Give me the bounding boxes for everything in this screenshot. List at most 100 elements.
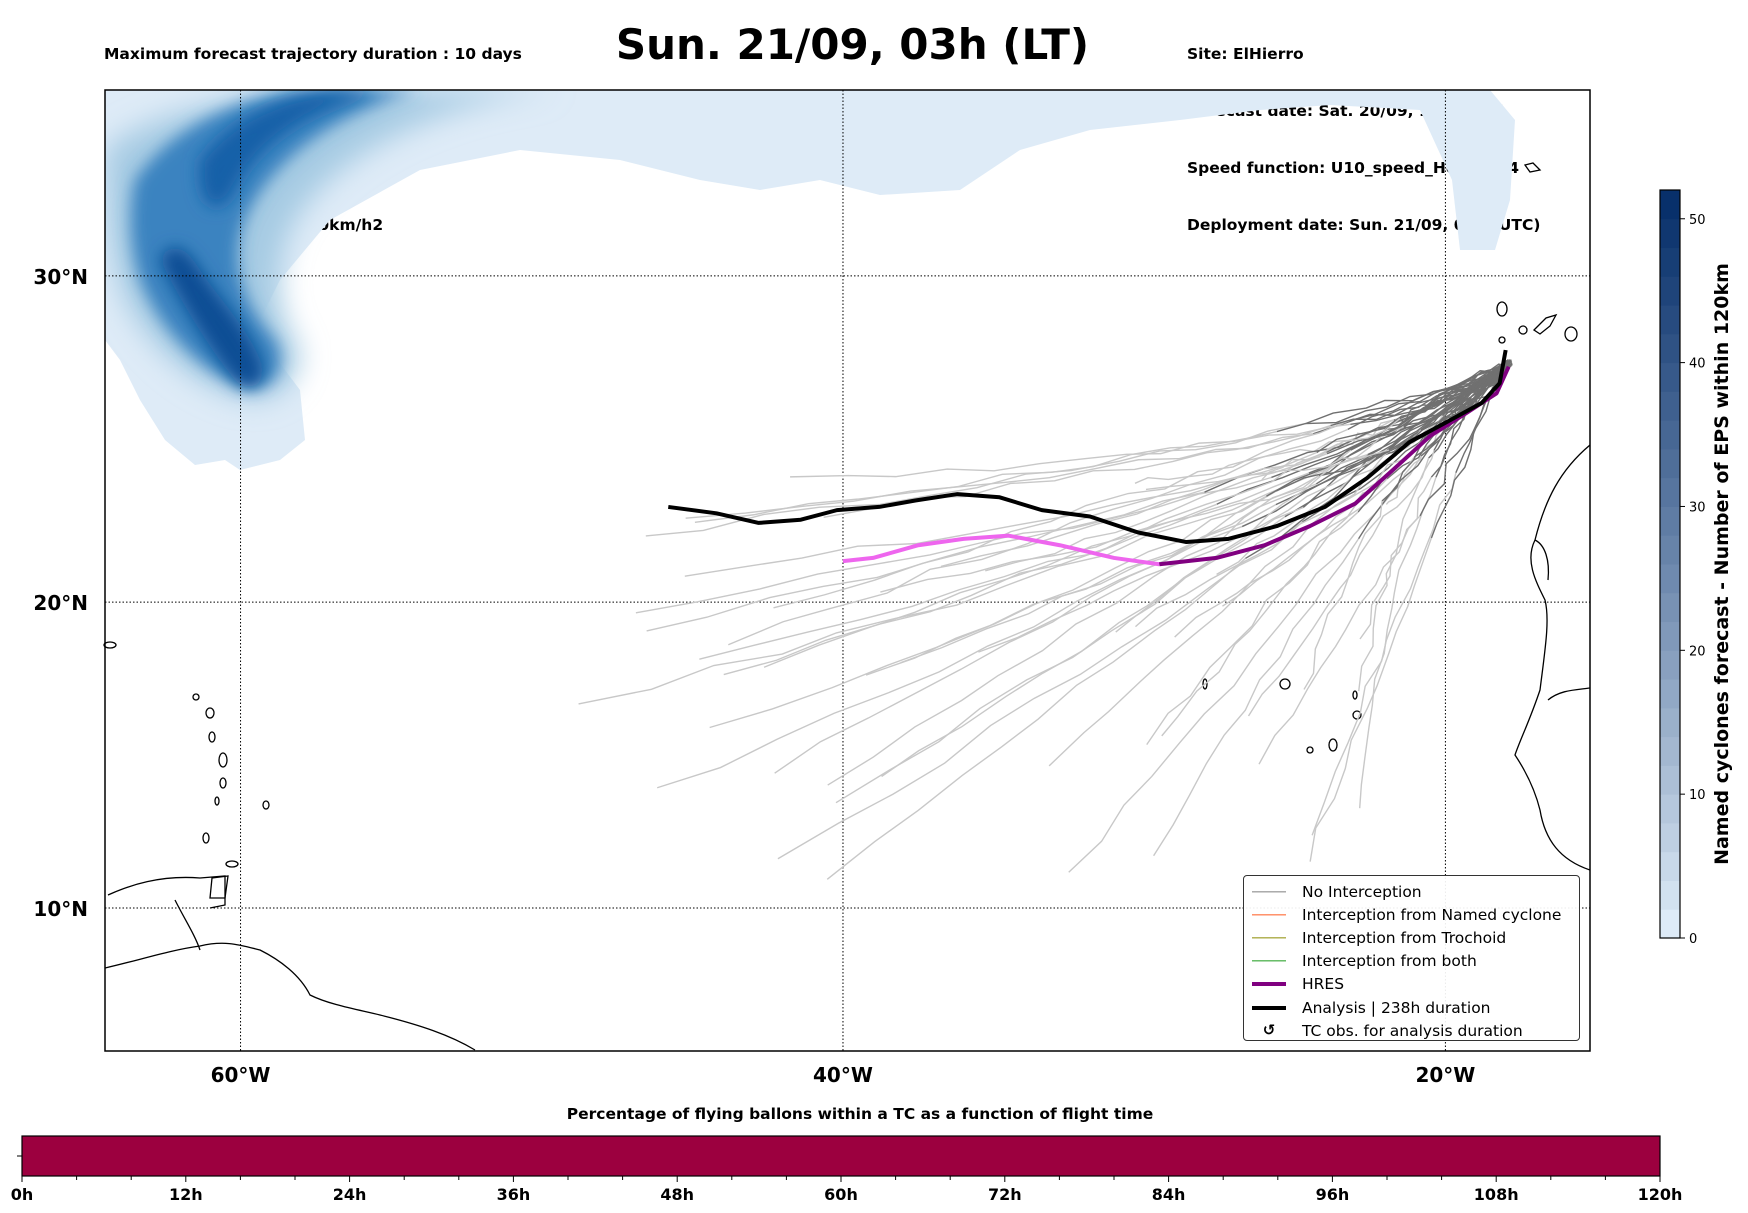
legend-item-both: Interception from both (1250, 950, 1579, 973)
eps-trajectory-far (1161, 473, 1388, 737)
island-cape-verde-santo-antao (1279, 678, 1291, 690)
colorbar-step (1660, 851, 1680, 881)
legend-item-named-cyclone: Interception from Named cyclone (1250, 903, 1579, 926)
legend-item-no-interception: No Interception (1250, 880, 1579, 903)
eps-trajectory-near (1350, 361, 1508, 425)
max-duration-text: Maximum forecast trajectory duration : 1… (104, 45, 522, 63)
eps-trajectory-far (646, 491, 1205, 632)
legend-label: TC obs. for analysis duration (1302, 1021, 1523, 1040)
lon-tick-label: 40°W (813, 1063, 873, 1087)
island-st-lucia (219, 777, 227, 789)
density-core (160, 247, 263, 388)
island-dominica (208, 731, 216, 743)
eps-trajectory-far (1358, 477, 1437, 809)
coast-west-africa (1514, 444, 1590, 871)
colorbar-step (1660, 880, 1680, 910)
colorbar-step (1660, 765, 1680, 795)
colorbar-frame (1659, 189, 1681, 939)
legend-label: No Interception (1302, 882, 1422, 901)
colorbar-title: Named cyclones forecast - Number of EPS … (1711, 263, 1733, 865)
eps-trajectory-near (1399, 361, 1509, 420)
cyclone-symbol-icon: ↺ (1262, 1020, 1276, 1039)
graticule (105, 90, 1590, 1051)
eps-trajectory-near (1326, 362, 1507, 455)
colorbar-step (1660, 679, 1680, 709)
island-tenerife (1532, 313, 1558, 335)
line-swatch-icon (1250, 1001, 1288, 1015)
colorbar-step (1660, 822, 1680, 853)
eps-trajectory-far (684, 453, 1328, 577)
lon-tick-label: 60°W (211, 1063, 271, 1087)
hres-trajectory-far (842, 533, 1160, 567)
island-barbados (262, 800, 270, 810)
strip-tick-label: 120h (1638, 1185, 1683, 1204)
colorbar-step (1660, 564, 1680, 594)
flight-strip-title: Percentage of flying ballons within a TC… (566, 1105, 1154, 1123)
colorbar-tick-label: 10 (1689, 788, 1706, 803)
island-madeira (1523, 162, 1542, 173)
island-st-vincent (214, 796, 220, 806)
colorbar-step (1660, 362, 1680, 392)
coast-senegal (1547, 687, 1590, 701)
coast-orinoco (174, 899, 201, 951)
strip-tick-label: 72h (988, 1185, 1022, 1204)
legend-item-trochoid: Interception from Trochoid (1250, 926, 1579, 949)
eps-trajectory-far (1359, 476, 1432, 640)
island-cape-verde-santiago (1328, 738, 1338, 752)
eps-trajectory-far (699, 472, 1310, 660)
strip-tick-label: 36h (497, 1185, 531, 1204)
eps-trajectory-far (790, 423, 1351, 478)
line-swatch-icon (1250, 977, 1288, 991)
eps-trajectory-far (881, 506, 1304, 778)
line-swatch-icon (1250, 954, 1288, 968)
island-la-gomera (1518, 325, 1528, 335)
eps-trajectory-far (774, 495, 1267, 774)
strip-tick-label: 96h (1316, 1185, 1350, 1204)
legend: No Interception Interception from Named … (1243, 875, 1580, 1041)
lon-tick-label: 20°W (1415, 1063, 1475, 1087)
colorbar-step (1660, 650, 1680, 680)
strip-tick-label: 60h (824, 1185, 858, 1204)
site-text: Site: ElHierro (1187, 45, 1304, 63)
eps-trajectory-far (635, 476, 1272, 614)
eps-trajectory-far (1174, 456, 1415, 638)
island-grenada (202, 832, 210, 844)
legend-label: Interception from Trochoid (1302, 928, 1507, 947)
eps-trajectory-far (763, 451, 1327, 668)
legend-label: Interception from both (1302, 952, 1477, 971)
strip-tick-label: 0h (11, 1185, 34, 1204)
eps-trajectory-far (900, 483, 1317, 664)
colorbar-step (1660, 592, 1680, 623)
strip-tick-label: 108h (1474, 1185, 1519, 1204)
coastlines (105, 444, 1590, 1051)
eps-trajectory-far (985, 418, 1401, 572)
eps-trajectory-far (694, 430, 1277, 524)
lat-tick-label: 20°N (33, 591, 88, 615)
eps-trajectory-far (1048, 429, 1422, 767)
eps-trajectory-far (1153, 538, 1360, 857)
colorbar-step (1660, 276, 1680, 306)
strip-tick-label: 84h (1152, 1185, 1186, 1204)
density-core-north (199, 90, 380, 207)
eps-trajectory-far (940, 451, 1317, 568)
colorbar-step (1660, 909, 1680, 939)
cyclone-density-field (105, 90, 1515, 470)
eps-trajectory-far (1303, 500, 1383, 690)
eps-trajectories (578, 359, 1513, 880)
island-trinidad (209, 875, 229, 899)
eps-trajectory-near (1276, 365, 1509, 433)
legend-label: Interception from Named cyclone (1302, 905, 1562, 924)
colorbar-tick-label: 30 (1689, 500, 1706, 515)
island-martinique (218, 752, 228, 768)
eps-trajectory-far (1247, 457, 1430, 717)
eps-trajectory-far (777, 521, 1303, 860)
colorbar-tick-label: 50 (1689, 213, 1706, 228)
colorbar-step (1660, 736, 1680, 766)
island-guadeloupe (205, 707, 215, 719)
analysis-trajectory (668, 349, 1508, 545)
island-cape-verde-fogo (1306, 746, 1314, 754)
legend-label: Analysis | 238h duration (1302, 998, 1491, 1017)
eps-trajectory-far (709, 504, 1277, 729)
eps-trajectory-far (773, 420, 1350, 609)
strip-tick-label: 24h (333, 1185, 367, 1204)
